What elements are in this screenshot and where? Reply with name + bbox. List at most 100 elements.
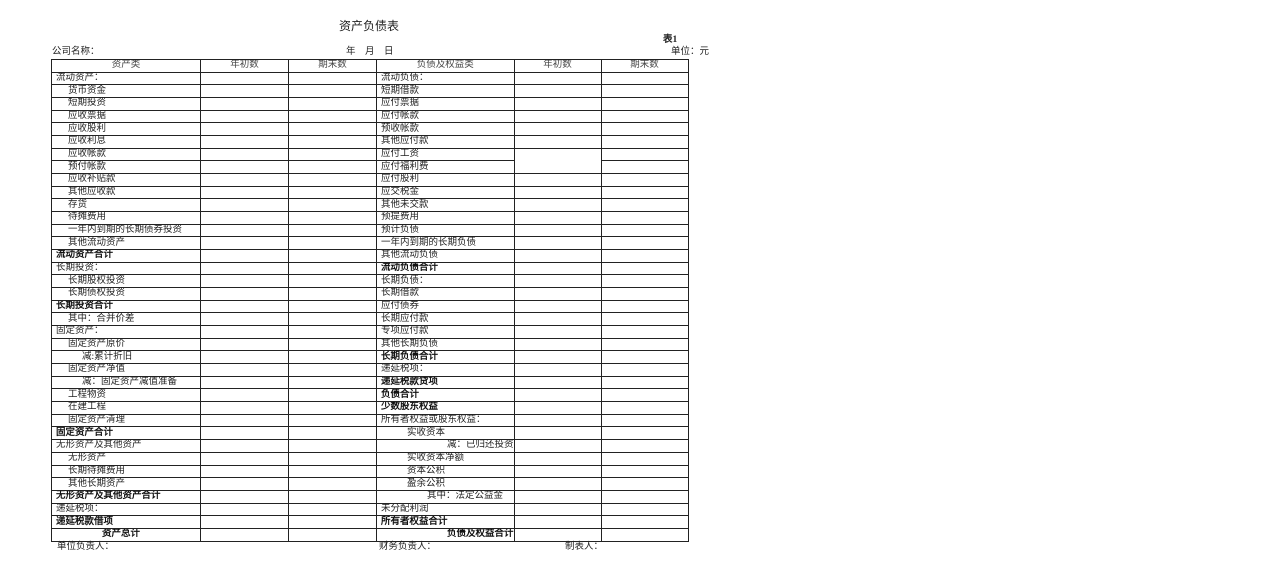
asset-closing-cell[interactable] (288, 287, 377, 301)
asset-closing-cell[interactable] (288, 489, 377, 504)
asset-opening-cell[interactable] (200, 109, 289, 124)
liability-closing-cell[interactable] (600, 198, 689, 213)
asset-opening-cell[interactable] (200, 502, 289, 517)
liability-closing-cell[interactable] (600, 337, 689, 352)
liability-closing-cell[interactable] (600, 375, 689, 390)
asset-closing-cell[interactable] (288, 325, 377, 339)
liability-opening-cell[interactable] (513, 527, 602, 542)
asset-opening-cell[interactable] (200, 249, 289, 263)
liability-closing-cell[interactable] (600, 527, 689, 542)
liability-closing-cell[interactable] (600, 160, 689, 175)
asset-opening-cell[interactable] (200, 160, 289, 175)
liability-closing-cell[interactable] (600, 249, 689, 263)
asset-opening-cell[interactable] (200, 198, 289, 213)
asset-closing-cell[interactable] (288, 261, 377, 276)
liability-closing-cell[interactable] (600, 71, 689, 86)
asset-opening-cell[interactable] (200, 135, 289, 149)
liability-closing-cell[interactable] (600, 312, 689, 327)
asset-closing-cell[interactable] (288, 97, 377, 111)
asset-opening-cell[interactable] (200, 426, 289, 441)
asset-closing-cell[interactable] (288, 464, 377, 479)
asset-opening-cell[interactable] (200, 84, 289, 99)
liability-opening-cell[interactable] (513, 160, 602, 175)
asset-closing-cell[interactable] (288, 84, 377, 99)
asset-closing-cell[interactable] (288, 413, 377, 428)
asset-closing-cell[interactable] (288, 375, 377, 390)
liability-closing-cell[interactable] (600, 122, 689, 137)
asset-closing-cell[interactable] (288, 527, 377, 542)
asset-closing-cell[interactable] (288, 502, 377, 517)
asset-opening-cell[interactable] (200, 477, 289, 491)
liability-opening-cell[interactable] (513, 299, 602, 314)
liability-opening-cell[interactable] (513, 287, 602, 301)
asset-opening-cell[interactable] (200, 223, 289, 238)
liability-opening-cell[interactable] (513, 502, 602, 517)
asset-closing-cell[interactable] (288, 337, 377, 352)
asset-opening-cell[interactable] (200, 515, 289, 529)
asset-opening-cell[interactable] (200, 413, 289, 428)
liability-closing-cell[interactable] (600, 135, 689, 149)
liability-closing-cell[interactable] (600, 451, 689, 466)
asset-opening-cell[interactable] (200, 388, 289, 403)
asset-opening-cell[interactable] (200, 337, 289, 352)
liability-closing-cell[interactable] (600, 426, 689, 441)
asset-closing-cell[interactable] (288, 350, 377, 365)
asset-closing-cell[interactable] (288, 236, 377, 251)
asset-opening-cell[interactable] (200, 147, 289, 162)
asset-opening-cell[interactable] (200, 185, 289, 200)
asset-closing-cell[interactable] (288, 71, 377, 86)
asset-opening-cell[interactable] (200, 261, 289, 276)
liability-closing-cell[interactable] (600, 84, 689, 99)
liability-opening-cell[interactable] (513, 426, 602, 441)
liability-closing-cell[interactable] (600, 97, 689, 111)
liability-closing-cell[interactable] (600, 489, 689, 504)
liability-closing-cell[interactable] (600, 147, 689, 162)
liability-opening-cell[interactable] (513, 515, 602, 529)
liability-opening-cell[interactable] (513, 375, 602, 390)
asset-closing-cell[interactable] (288, 312, 377, 327)
asset-opening-cell[interactable] (200, 122, 289, 137)
asset-opening-cell[interactable] (200, 173, 289, 187)
liability-closing-cell[interactable] (600, 223, 689, 238)
liability-opening-cell[interactable] (513, 401, 602, 415)
liability-closing-cell[interactable] (600, 274, 689, 289)
asset-closing-cell[interactable] (288, 388, 377, 403)
asset-opening-cell[interactable] (200, 464, 289, 479)
liability-opening-cell[interactable] (513, 135, 602, 149)
liability-closing-cell[interactable] (600, 477, 689, 491)
liability-closing-cell[interactable] (600, 363, 689, 377)
liability-closing-cell[interactable] (600, 401, 689, 415)
liability-opening-cell[interactable] (513, 249, 602, 263)
asset-closing-cell[interactable] (288, 198, 377, 213)
asset-closing-cell[interactable] (288, 515, 377, 529)
asset-closing-cell[interactable] (288, 109, 377, 124)
liability-closing-cell[interactable] (600, 299, 689, 314)
asset-closing-cell[interactable] (288, 401, 377, 415)
asset-opening-cell[interactable] (200, 211, 289, 225)
asset-opening-cell[interactable] (200, 274, 289, 289)
liability-closing-cell[interactable] (600, 464, 689, 479)
liability-opening-cell[interactable] (513, 439, 602, 453)
liability-closing-cell[interactable] (600, 109, 689, 124)
liability-opening-cell[interactable] (513, 84, 602, 99)
asset-closing-cell[interactable] (288, 160, 377, 175)
liability-opening-cell[interactable] (513, 71, 602, 86)
liability-opening-cell[interactable] (513, 312, 602, 327)
asset-closing-cell[interactable] (288, 122, 377, 137)
liability-closing-cell[interactable] (600, 413, 689, 428)
liability-opening-cell[interactable] (513, 147, 602, 161)
asset-closing-cell[interactable] (288, 147, 377, 162)
asset-opening-cell[interactable] (200, 363, 289, 377)
liability-opening-cell[interactable] (513, 236, 602, 251)
asset-closing-cell[interactable] (288, 173, 377, 187)
asset-opening-cell[interactable] (200, 236, 289, 251)
asset-opening-cell[interactable] (200, 71, 289, 86)
liability-closing-cell[interactable] (600, 287, 689, 301)
asset-closing-cell[interactable] (288, 439, 377, 453)
liability-closing-cell[interactable] (600, 439, 689, 453)
liability-opening-cell[interactable] (513, 489, 602, 504)
asset-opening-cell[interactable] (200, 312, 289, 327)
liability-opening-cell[interactable] (513, 388, 602, 403)
liability-closing-cell[interactable] (600, 515, 689, 529)
asset-opening-cell[interactable] (200, 97, 289, 111)
